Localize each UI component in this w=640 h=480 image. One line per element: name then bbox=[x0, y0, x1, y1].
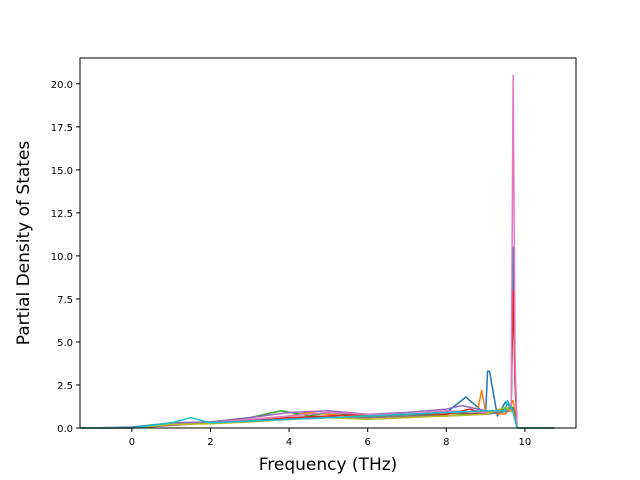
y-tick-label: 10.0 bbox=[51, 252, 73, 263]
y-tick-label: 0.0 bbox=[57, 424, 73, 435]
series-line-10 bbox=[80, 399, 555, 429]
y-axis-title: Partial Density of States bbox=[14, 141, 34, 346]
y-axis: 0.0 2.5 5.0 7.5 10.0 12.5 15.0 17.5 20.0 bbox=[51, 80, 80, 435]
x-tick-label: 0 bbox=[129, 437, 135, 448]
y-tick-label: 5.0 bbox=[57, 338, 73, 349]
y-tick-label: 12.5 bbox=[51, 209, 73, 220]
x-tick-label: 10 bbox=[519, 437, 532, 448]
x-tick-label: 8 bbox=[443, 437, 449, 448]
y-tick-label: 20.0 bbox=[51, 80, 73, 91]
x-axis-title: Frequency (THz) bbox=[259, 455, 398, 475]
y-tick-label: 17.5 bbox=[51, 123, 73, 134]
y-tick-label: 15.0 bbox=[51, 166, 73, 177]
y-tick-label: 2.5 bbox=[57, 381, 73, 392]
y-tick-label: 7.5 bbox=[57, 295, 73, 306]
series-line-9 bbox=[80, 406, 555, 429]
x-axis: 0 2 4 6 8 10 bbox=[129, 428, 532, 448]
x-tick-label: 2 bbox=[207, 437, 213, 448]
x-tick-label: 4 bbox=[286, 437, 292, 448]
series-layer bbox=[80, 74, 555, 429]
x-tick-label: 6 bbox=[365, 437, 371, 448]
plot-frame bbox=[79, 57, 577, 429]
